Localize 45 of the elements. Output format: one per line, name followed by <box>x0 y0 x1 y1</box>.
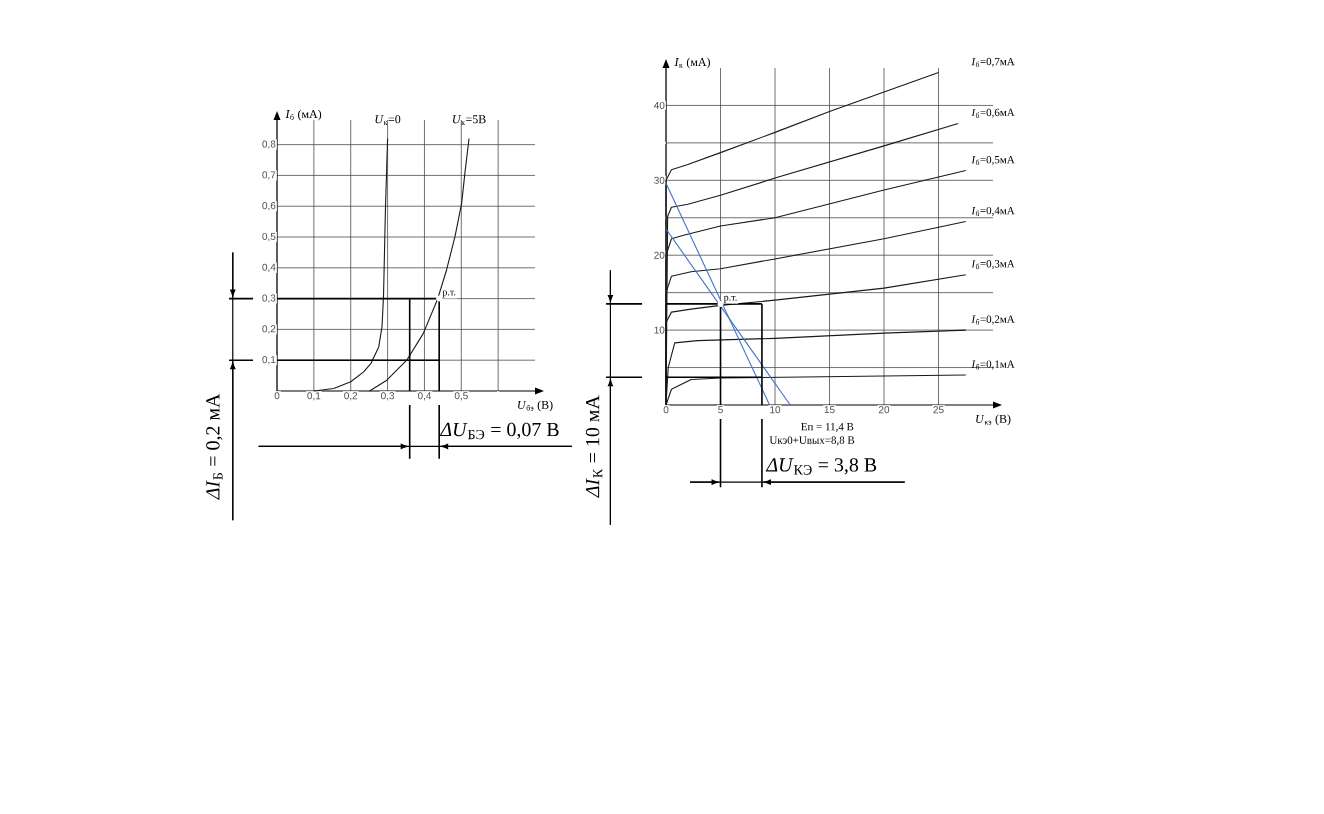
y-tick-label: 40 <box>653 101 665 109</box>
y-tick-label: 0,2 <box>262 325 276 334</box>
text: ΔU$_{КЭ}$ = 3,8 В <box>765 458 877 475</box>
x-axis-title: U$_{бэ}$ (В) <box>518 400 553 412</box>
text: ΔI$_{Б}$ = 0,2 мА <box>206 393 223 500</box>
x-tick-label: 15 <box>824 406 835 414</box>
x-tick-label: 10 <box>770 406 781 414</box>
text: Uкэ0+Uвых=8,8 В <box>769 436 855 446</box>
text: ΔI$_{К}$ = 10 мА <box>585 395 603 498</box>
y-axis-title: I$_{б}$ (мА) <box>285 109 322 121</box>
x-tick-label: 5 <box>718 406 723 414</box>
x-axis-title: U$_{кэ}$ (В) <box>976 414 1011 426</box>
series-label: I$_{б}$=0,3мА <box>971 260 1015 270</box>
series-label: I$_{б}$=0,5мА <box>971 155 1015 166</box>
y-axis-title: I$_{к}$ (мА) <box>674 57 710 69</box>
x-tick-label: 0,1 <box>307 392 321 401</box>
y-tick-label: 0,4 <box>262 263 276 272</box>
series-label: I$_{б}$=0,2мА <box>971 315 1015 325</box>
text: I$_{б}$=0,7мА <box>971 57 1015 67</box>
x-tick-label: 0,4 <box>417 392 432 401</box>
y-tick-label: 30 <box>654 176 665 184</box>
annotation: р.т. <box>442 290 456 298</box>
y-tick-label: 0,5 <box>262 232 276 242</box>
series-label: U$_{к}$=5В <box>452 115 486 125</box>
x-tick-label: 0,3 <box>381 392 395 401</box>
series-label: U$_{к}$=0 <box>375 115 401 125</box>
x-tick-label: 20 <box>878 406 890 414</box>
text: Eп = 11,4 В <box>801 423 854 432</box>
y-tick-label: 0,1 <box>262 356 276 365</box>
x-tick-label: 0 <box>274 392 280 400</box>
y-tick-label: 0,3 <box>262 294 276 303</box>
annotation: р.т. <box>723 295 737 303</box>
series-label: I$_{б}$=0,1мА <box>971 360 1015 370</box>
series-label: I$_{б}$=0,6мА <box>971 108 1015 118</box>
y-tick-label: 0,7 <box>262 171 276 180</box>
x-tick-label: 25 <box>933 406 944 414</box>
y-tick-label: 0,8 <box>262 140 276 149</box>
x-tick-label: 0,5 <box>454 392 468 401</box>
y-tick-label: 10 <box>654 326 665 334</box>
series-label: I$_{б}$=0,4мА <box>971 206 1015 216</box>
y-tick-label: 0,6 <box>262 202 276 211</box>
text: ΔU$_{БЭ}$ = 0,07 В <box>439 422 559 440</box>
y-tick-label: 20 <box>654 251 665 259</box>
x-tick-label: 0,2 <box>344 392 358 401</box>
x-tick-label: 0 <box>663 406 669 414</box>
